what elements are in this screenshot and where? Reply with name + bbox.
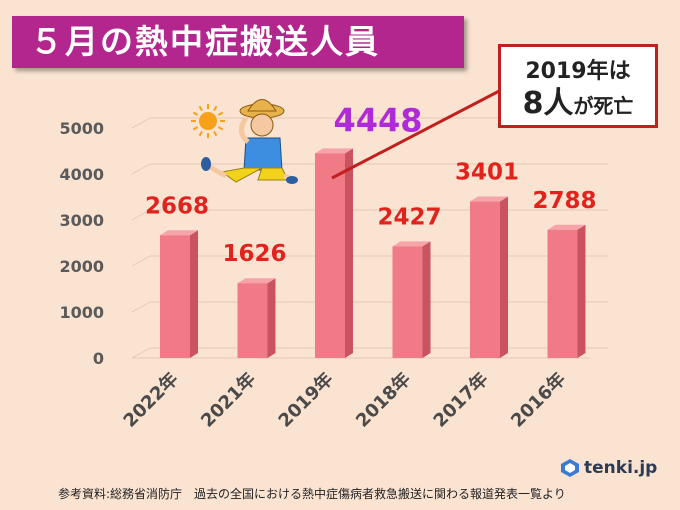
bar-top — [160, 230, 198, 236]
bar — [315, 153, 345, 358]
y-tick-label: 0 — [93, 349, 104, 368]
sun-ray — [213, 130, 218, 137]
callout-connector — [331, 86, 506, 180]
bar — [470, 201, 500, 358]
gridline-depth — [131, 163, 151, 175]
y-tick-label: 3000 — [59, 211, 104, 230]
tenki-logo-icon — [561, 459, 579, 477]
title-banner: ５月の熱中症搬送人員 — [12, 16, 464, 68]
bar — [237, 283, 268, 358]
bar — [392, 246, 423, 358]
y-tick-label: 1000 — [59, 303, 104, 322]
bar-side — [577, 224, 586, 358]
x-tick-label: 2022年 — [119, 368, 183, 432]
footer-source: 参考資料:総務省消防庁 過去の全国における熱中症傷病者救急搬送に関わる報道発表一… — [58, 487, 566, 501]
bar-top — [470, 196, 508, 202]
bar-side — [500, 196, 508, 358]
gridline-depth — [131, 347, 151, 359]
bar-top — [315, 148, 353, 154]
gridline-depth — [131, 117, 151, 129]
chart-title: ５月の熱中症搬送人員 — [30, 22, 380, 61]
callout-line2: 8人が死亡 — [501, 85, 655, 125]
x-tick-label: 2017年 — [429, 368, 493, 432]
callout-small: が死亡 — [573, 94, 634, 118]
x-tick-label: 2018年 — [351, 368, 415, 432]
sun-icon — [191, 104, 225, 138]
bar-side — [422, 241, 431, 358]
y-tick-label: 5000 — [59, 119, 104, 138]
callout-box: 2019年は 8人が死亡 — [498, 44, 658, 128]
data-label: 2788 — [532, 188, 596, 214]
tenki-logo: tenki.jp — [560, 458, 657, 478]
data-label: 2427 — [377, 204, 441, 230]
sun-core — [199, 112, 217, 130]
shoe-right — [286, 176, 298, 184]
gridline-depth — [131, 255, 151, 267]
data-label: 2668 — [145, 193, 209, 219]
heatstroke-person-icon — [201, 99, 298, 184]
callout-line1: 2019年は — [525, 59, 631, 84]
sun-ray — [192, 126, 199, 131]
sun-ray — [198, 105, 203, 112]
head — [250, 113, 274, 137]
shirt — [243, 137, 283, 171]
bar — [547, 229, 578, 358]
gridline-depth — [131, 209, 151, 221]
sun-ray — [192, 111, 199, 116]
bar-top — [237, 278, 276, 284]
bar-side — [267, 278, 276, 358]
callout-main: 8人 — [522, 86, 574, 121]
sun-ray — [198, 130, 203, 137]
bar-side — [345, 148, 353, 358]
shorts — [220, 167, 263, 183]
gridline-depth — [131, 301, 151, 313]
data-label: 1626 — [222, 241, 286, 267]
hat-crown — [247, 99, 277, 112]
leg-left — [206, 163, 228, 179]
bar-top — [547, 224, 586, 230]
y-tick-label: 2000 — [59, 257, 104, 276]
sun-ray — [213, 105, 218, 112]
bar — [160, 235, 190, 358]
data-label: 3401 — [455, 160, 519, 186]
data-label: 4448 — [333, 101, 422, 139]
x-tick-label: 2019年 — [274, 368, 338, 432]
arm — [239, 116, 250, 144]
x-tick-label: 2021年 — [196, 368, 260, 432]
sun-ray — [217, 126, 224, 131]
tenki-logo-text: tenki.jp — [584, 458, 658, 478]
bar-side — [190, 230, 198, 358]
bar-top — [392, 241, 431, 247]
sun-ray — [217, 111, 224, 116]
x-tick-label: 2016年 — [506, 368, 570, 432]
shoe-left — [201, 157, 211, 171]
y-tick-label: 4000 — [59, 165, 104, 184]
